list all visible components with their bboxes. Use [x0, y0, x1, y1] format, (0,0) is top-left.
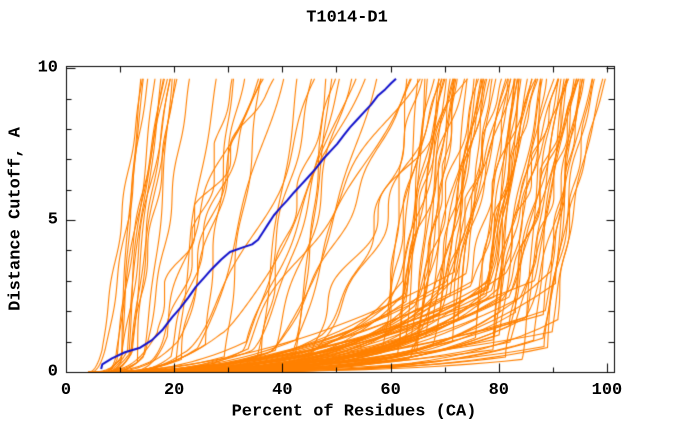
x-tick-label: 0 — [60, 381, 72, 400]
x-tick-label: 40 — [272, 381, 293, 400]
x-tick-label: 20 — [163, 381, 185, 400]
y-axis-label: Distance Cutoff, A — [6, 127, 26, 311]
chart-title: T1014-D1 — [306, 8, 388, 28]
x-tick-label: 60 — [380, 381, 401, 400]
y-tick-label: 5 — [47, 210, 58, 230]
x-tick-label: 80 — [488, 381, 509, 400]
y-tick-label: 0 — [47, 362, 58, 382]
x-axis-label: Percent of Residues (CA) — [231, 402, 477, 422]
y-tick-label: 10 — [37, 58, 58, 78]
x-tick-label: 100 — [591, 381, 623, 400]
